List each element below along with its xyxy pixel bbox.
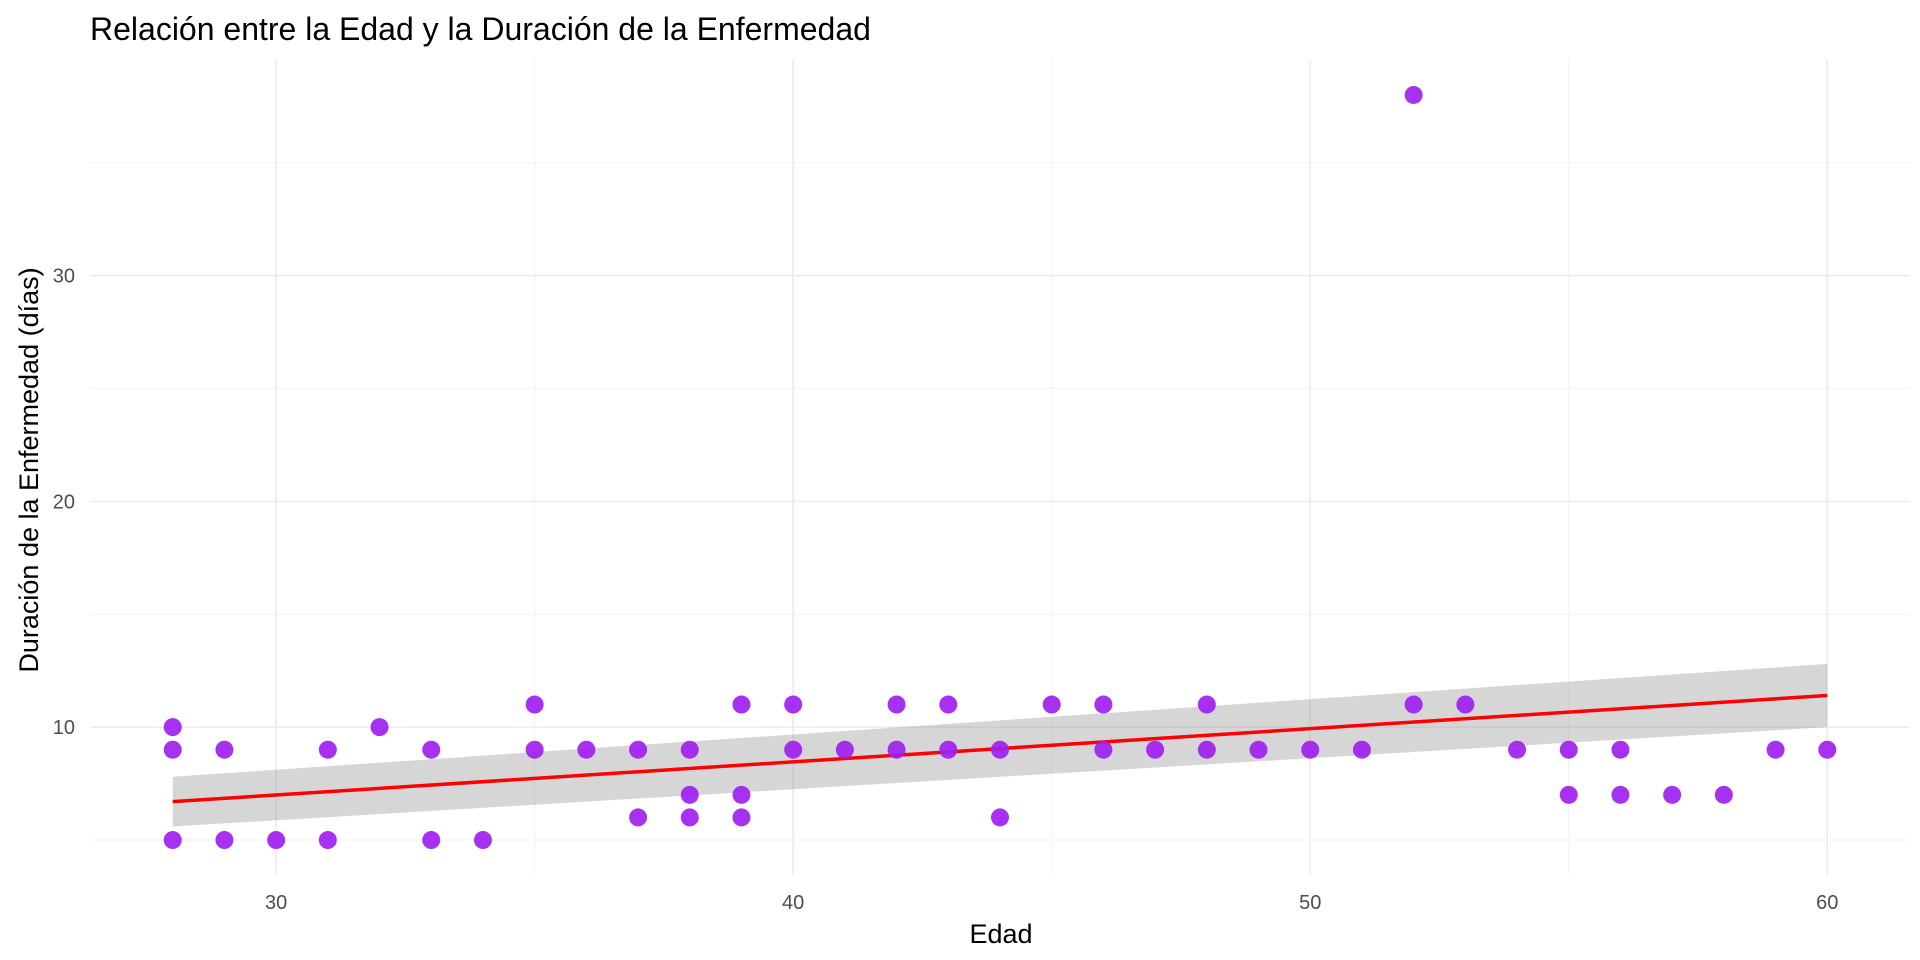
data-point — [1146, 740, 1165, 759]
x-tick-label: 60 — [1816, 892, 1838, 914]
chart-title: Relación entre la Edad y la Duración de … — [90, 11, 871, 47]
data-point — [732, 808, 751, 827]
data-point — [732, 785, 751, 804]
points-layer — [163, 85, 1837, 850]
data-point — [525, 740, 544, 759]
data-point — [1559, 785, 1578, 804]
data-point — [939, 695, 958, 714]
data-point — [1094, 695, 1113, 714]
data-point — [991, 808, 1009, 827]
data-point — [1352, 740, 1371, 759]
data-point — [680, 785, 699, 804]
data-point — [1766, 740, 1785, 759]
y-axis-ticks: 10 20 30 — [53, 266, 75, 740]
y-axis-label: Duración de la Enfermedad (días) — [14, 267, 44, 672]
data-point — [1301, 740, 1320, 759]
data-point — [215, 831, 234, 850]
data-point — [163, 718, 182, 737]
data-point — [525, 695, 544, 714]
data-point — [318, 831, 337, 850]
data-point — [680, 740, 699, 759]
data-point — [887, 695, 906, 714]
x-axis-label: Edad — [969, 919, 1032, 949]
data-point — [1611, 740, 1630, 759]
data-point — [422, 831, 441, 850]
data-point — [267, 831, 286, 850]
data-point — [473, 831, 492, 850]
data-point — [370, 718, 389, 737]
data-point — [318, 740, 337, 759]
x-tick-label: 50 — [1299, 892, 1321, 914]
data-point — [629, 740, 648, 759]
x-tick-label: 30 — [265, 892, 287, 914]
data-point — [163, 740, 182, 759]
data-point — [1249, 740, 1268, 759]
data-point — [1042, 695, 1061, 714]
data-point — [163, 831, 182, 850]
data-point — [1404, 695, 1423, 714]
data-point — [1508, 740, 1527, 759]
data-point — [939, 740, 958, 759]
data-point — [1197, 695, 1216, 714]
data-point — [732, 695, 751, 714]
data-point — [784, 695, 803, 714]
data-point — [1714, 785, 1733, 804]
data-point — [1611, 785, 1630, 804]
data-point — [629, 808, 648, 827]
x-tick-label: 40 — [782, 892, 804, 914]
grid — [90, 60, 1910, 875]
y-tick-label: 10 — [53, 717, 75, 739]
data-point — [1197, 740, 1216, 759]
data-point — [1818, 740, 1837, 759]
data-point — [215, 740, 234, 759]
data-point — [991, 740, 1009, 759]
data-point — [784, 740, 803, 759]
x-axis-ticks: 30 40 50 60 — [265, 892, 1838, 914]
data-point — [680, 808, 699, 827]
y-tick-label: 30 — [53, 266, 75, 288]
data-point — [1404, 85, 1423, 104]
data-point — [577, 740, 596, 759]
data-point — [887, 740, 906, 759]
data-point — [1559, 740, 1578, 759]
data-point — [1094, 740, 1113, 759]
y-tick-label: 20 — [53, 491, 75, 513]
data-point — [1663, 785, 1682, 804]
data-point — [835, 740, 854, 759]
data-point — [422, 740, 441, 759]
data-point — [1456, 695, 1475, 714]
